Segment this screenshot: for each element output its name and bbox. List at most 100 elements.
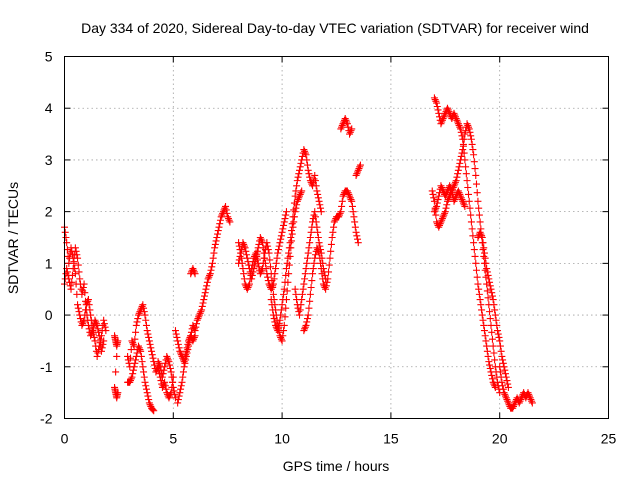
data-point xyxy=(124,352,132,360)
data-point xyxy=(328,234,336,241)
data-point xyxy=(272,321,280,329)
data-point xyxy=(314,228,322,236)
data-point xyxy=(226,218,234,226)
data-point xyxy=(480,321,488,329)
data-point xyxy=(345,190,353,198)
series-arc-12 xyxy=(267,146,325,335)
y-tick-label: 4 xyxy=(45,100,53,116)
data-point xyxy=(177,382,185,390)
x-tick-label: 5 xyxy=(169,431,177,447)
data-point xyxy=(94,325,102,333)
data-point xyxy=(273,325,281,333)
data-point xyxy=(483,287,491,295)
data-point xyxy=(298,296,306,304)
data-point xyxy=(158,373,166,381)
data-point xyxy=(455,163,463,171)
data-point xyxy=(99,340,107,348)
data-point xyxy=(504,397,512,405)
data-point xyxy=(162,385,170,393)
data-point xyxy=(85,325,93,333)
data-point xyxy=(478,306,486,314)
grid-lines xyxy=(64,56,609,419)
data-point xyxy=(460,149,468,157)
data-point xyxy=(159,370,167,378)
data-point xyxy=(478,232,486,240)
data-point xyxy=(468,225,476,233)
data-point xyxy=(84,321,92,329)
data-point xyxy=(488,335,496,343)
data-point xyxy=(459,199,467,207)
data-point xyxy=(240,270,248,278)
data-point xyxy=(460,201,468,209)
data-point xyxy=(293,182,301,190)
data-point xyxy=(475,204,483,212)
data-point xyxy=(132,328,140,336)
data-point xyxy=(284,254,292,262)
data-point xyxy=(467,211,475,219)
data-point xyxy=(276,239,284,247)
data-point xyxy=(160,380,168,388)
data-point xyxy=(451,111,459,119)
data-point xyxy=(431,206,439,214)
data-point xyxy=(487,368,495,376)
data-point xyxy=(502,394,510,402)
y-tick-label: 1 xyxy=(45,255,53,271)
data-point xyxy=(245,280,253,288)
data-point xyxy=(210,249,218,257)
data-point xyxy=(275,320,283,328)
data-point xyxy=(277,306,285,314)
data-point xyxy=(140,308,148,316)
data-point xyxy=(314,234,322,241)
data-point xyxy=(343,187,351,195)
data-point xyxy=(291,208,299,216)
data-point xyxy=(165,358,173,366)
data-point xyxy=(459,146,467,154)
data-point xyxy=(76,315,84,323)
series-arc-6 xyxy=(154,352,179,402)
data-point xyxy=(343,118,351,126)
data-point xyxy=(205,273,213,281)
data-point xyxy=(280,290,288,298)
data-point xyxy=(461,156,469,164)
data-point xyxy=(500,389,508,397)
data-point xyxy=(165,394,173,402)
data-point xyxy=(321,283,329,291)
data-point xyxy=(243,254,251,262)
data-point xyxy=(308,180,316,188)
data-point xyxy=(76,275,84,283)
data-point xyxy=(469,146,477,154)
data-point xyxy=(270,275,278,283)
data-point xyxy=(269,280,277,288)
data-point xyxy=(483,268,491,276)
data-point xyxy=(257,268,265,276)
data-point xyxy=(316,254,324,262)
data-point xyxy=(338,197,346,205)
data-point xyxy=(239,239,247,247)
data-point xyxy=(484,271,492,279)
data-point xyxy=(297,159,305,167)
data-point xyxy=(250,265,258,273)
data-point xyxy=(488,289,496,297)
data-point xyxy=(291,192,299,200)
data-point xyxy=(127,354,135,362)
data-point xyxy=(195,311,203,319)
data-point xyxy=(288,220,296,228)
data-point xyxy=(137,352,145,360)
data-point xyxy=(464,121,472,129)
data-point xyxy=(285,270,293,278)
data-point xyxy=(208,259,216,267)
data-point xyxy=(448,187,456,195)
data-point xyxy=(274,246,282,254)
data-point xyxy=(148,351,156,359)
data-point xyxy=(355,165,363,173)
data-point xyxy=(269,311,277,319)
data-point xyxy=(65,275,73,283)
data-point xyxy=(454,120,462,128)
data-point xyxy=(167,368,175,376)
data-point xyxy=(301,149,309,157)
data-point xyxy=(87,330,95,338)
data-point xyxy=(163,354,171,362)
data-point xyxy=(253,251,261,259)
data-point xyxy=(490,349,498,357)
data-point xyxy=(279,332,287,340)
